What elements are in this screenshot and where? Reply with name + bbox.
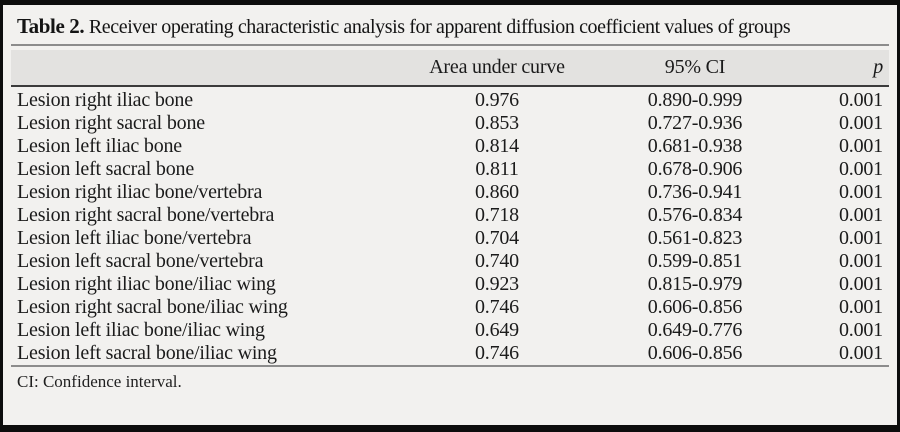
ci-value: 0.606-0.856 [647, 342, 743, 364]
footnote-divider [11, 365, 889, 367]
auc-value: 0.860 [474, 181, 519, 203]
ci-value: 0.890-0.999 [647, 89, 743, 111]
ci-value: 0.815-0.979 [647, 273, 743, 295]
p-value: 0.001 [838, 296, 883, 318]
ci-value: 0.606-0.856 [647, 296, 743, 318]
column-header-95-ci: 95% CI [664, 56, 726, 78]
row-label: Lesion right sacral bone [17, 112, 205, 134]
p-value: 0.001 [838, 181, 883, 203]
table-row: Lesion left sacral bone 0.811 0.678-0.90… [11, 158, 889, 181]
auc-value: 0.976 [474, 89, 519, 111]
row-label: Lesion left sacral bone/iliac wing [17, 342, 277, 364]
p-value: 0.001 [838, 250, 883, 272]
table-row: Lesion right iliac bone/iliac wing 0.923… [11, 273, 889, 296]
auc-value: 0.718 [474, 204, 519, 226]
table-row: Lesion left iliac bone 0.814 0.681-0.938… [11, 135, 889, 158]
p-value: 0.001 [838, 204, 883, 226]
auc-value: 0.704 [474, 227, 519, 249]
ci-value: 0.576-0.834 [647, 204, 743, 226]
auc-value: 0.814 [474, 135, 519, 157]
auc-value: 0.649 [474, 319, 519, 341]
ci-value: 0.561-0.823 [647, 227, 743, 249]
row-label: Lesion left sacral bone [17, 158, 194, 180]
p-value: 0.001 [838, 158, 883, 180]
table-row: Lesion left sacral bone/iliac wing 0.746… [11, 342, 889, 365]
ci-value: 0.649-0.776 [647, 319, 743, 341]
table-row: Lesion right iliac bone/vertebra 0.860 0… [11, 181, 889, 204]
row-label: Lesion left iliac bone [17, 135, 182, 157]
ci-value: 0.736-0.941 [647, 181, 743, 203]
ci-value: 0.681-0.938 [647, 135, 743, 157]
row-label: Lesion right iliac bone/iliac wing [17, 273, 276, 295]
table-title: Table 2. Receiver operating characterist… [3, 5, 897, 44]
ci-value: 0.727-0.936 [647, 112, 743, 134]
ci-value: 0.678-0.906 [647, 158, 743, 180]
row-label: Lesion right sacral bone/iliac wing [17, 296, 288, 318]
row-label: Lesion right iliac bone [17, 89, 193, 111]
table-row: Lesion left sacral bone/vertebra 0.740 0… [11, 250, 889, 273]
table-header-row: Area under curve 95% CI p [11, 50, 889, 85]
ci-value: 0.599-0.851 [647, 250, 743, 272]
table-number-label: Table 2. [17, 14, 85, 38]
row-label: Lesion left sacral bone/vertebra [17, 250, 264, 272]
p-value: 0.001 [838, 342, 883, 364]
table-footnote: CI: Confidence interval. [17, 372, 182, 391]
title-divider [11, 44, 889, 46]
table-row: Lesion right iliac bone 0.976 0.890-0.99… [11, 89, 889, 112]
table-row: Lesion right sacral bone/iliac wing 0.74… [11, 296, 889, 319]
row-label: Lesion right iliac bone/vertebra [17, 181, 263, 203]
row-label: Lesion right sacral bone/vertebra [17, 204, 275, 226]
table-row: Lesion left iliac bone/iliac wing 0.649 … [11, 319, 889, 342]
p-value: 0.001 [838, 112, 883, 134]
auc-value: 0.740 [474, 250, 519, 272]
column-header-area-under-curve: Area under curve [429, 56, 565, 78]
auc-value: 0.811 [475, 158, 519, 180]
p-value: 0.001 [838, 89, 883, 111]
column-header-p: p [873, 56, 883, 78]
auc-value: 0.746 [474, 342, 519, 364]
row-label: Lesion left iliac bone/iliac wing [17, 319, 265, 341]
p-value: 0.001 [838, 319, 883, 341]
p-value: 0.001 [838, 227, 883, 249]
row-label: Lesion left iliac bone/vertebra [17, 227, 252, 249]
auc-value: 0.853 [474, 112, 519, 134]
table-title-text: Receiver operating characteristic analys… [88, 16, 791, 38]
table-row: Lesion right sacral bone/vertebra 0.718 … [11, 204, 889, 227]
table-body: Lesion right iliac bone 0.976 0.890-0.99… [11, 89, 889, 365]
auc-value: 0.746 [474, 296, 519, 318]
p-value: 0.001 [838, 135, 883, 157]
auc-value: 0.923 [474, 273, 519, 295]
header-divider [11, 85, 889, 87]
table-row: Lesion left iliac bone/vertebra 0.704 0.… [11, 227, 889, 250]
table-row: Lesion right sacral bone 0.853 0.727-0.9… [11, 112, 889, 135]
p-value: 0.001 [838, 273, 883, 295]
